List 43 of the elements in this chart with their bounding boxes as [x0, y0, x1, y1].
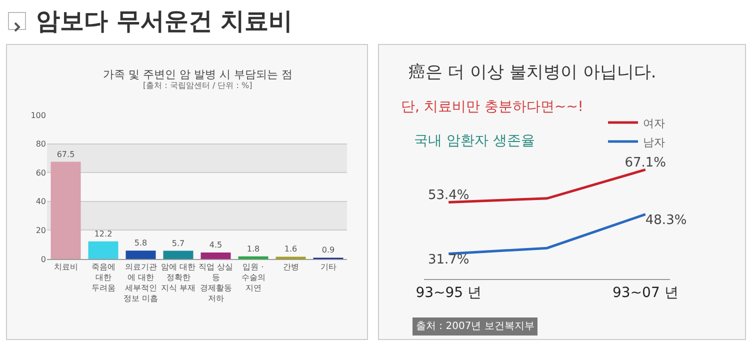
data-label: 67.5	[56, 150, 75, 159]
chart-title: 癌은 더 이상 불치병이 아닙니다.	[408, 62, 656, 82]
legend-label: 남자	[643, 136, 665, 149]
bar	[238, 256, 268, 259]
bar	[126, 250, 156, 259]
y-tick-label: 20	[36, 226, 46, 235]
data-label: 12.2	[94, 229, 112, 238]
data-label: 31.7%	[428, 252, 470, 268]
data-label: 5.8	[134, 238, 148, 248]
data-label: 48.3%	[645, 213, 687, 228]
data-label: 0.9	[322, 246, 335, 255]
x-tick-label: 간병	[282, 262, 299, 272]
text: 국내 암환자 생존율	[414, 133, 535, 149]
data-label: 53.4%	[428, 188, 470, 203]
x-tick-label: 93~95 년	[416, 284, 482, 301]
chart-title: 암보다 무서운건 치료비	[36, 6, 293, 37]
y-tick-label: 100	[30, 110, 46, 120]
bar	[88, 241, 118, 259]
y-tick-label: 60	[36, 168, 46, 178]
x-tick-label: 기타	[320, 262, 336, 272]
data-label: 4.5	[209, 240, 222, 250]
bar	[200, 252, 231, 259]
x-tick-label: 암에 대한 정확한 지식 부재	[160, 262, 196, 292]
y-tick-label: 40	[36, 197, 46, 206]
x-tick-label: 의료기관 에 대한 세부적인 정보 미흡	[123, 262, 158, 303]
bar	[163, 250, 194, 259]
chart-subtitle: 단, 치료비만 충분하다면~~!	[401, 99, 584, 115]
x-tick-label: 치료비	[54, 262, 78, 272]
bar	[50, 162, 81, 259]
legend-label: 여자	[643, 116, 665, 130]
chart-subtitle: 가족 및 주변인 암 발병 시 부담되는 점	[103, 68, 292, 81]
source-note: 출처 : 2007년 보건복지부	[416, 321, 534, 332]
data-label: 5.7	[172, 238, 185, 248]
y-tick-label: 80	[36, 140, 46, 149]
x-tick-label: 93~07 년	[612, 284, 678, 301]
x-tick-label: 직업 상실 등 경제활동 저하	[198, 262, 234, 303]
x-tick-label: 죽음에 대한 두려움	[91, 262, 116, 292]
x-tick-label: 입원 · 수술의 지연	[241, 262, 266, 292]
text: [출처 : 국립암센터 / 단위 : %]	[143, 81, 252, 90]
data-label: 1.6	[284, 244, 298, 254]
data-label: 67.1%	[624, 155, 666, 170]
y-tick-label: 0	[40, 254, 46, 264]
data-label: 1.8	[246, 244, 260, 254]
